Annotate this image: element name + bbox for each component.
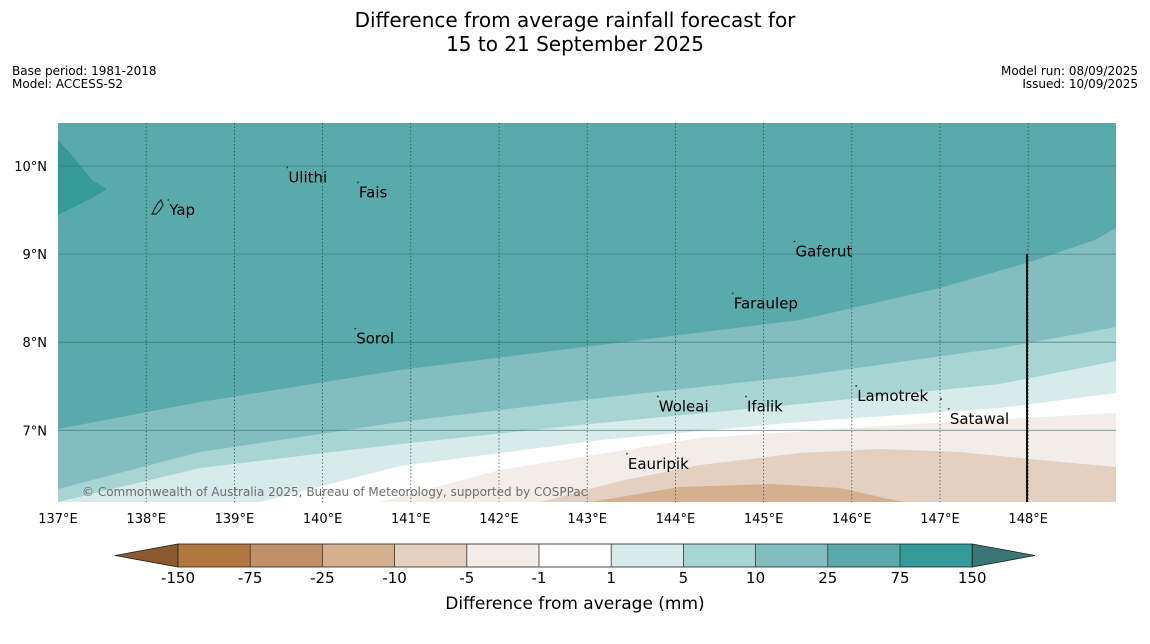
- colorbar-extend-high: [971, 543, 1036, 568]
- lon-tick-label: 137°E: [38, 512, 78, 527]
- place-marker: [167, 199, 170, 201]
- place-marker: [656, 395, 659, 398]
- colorbar-label: Difference from average (mm): [445, 594, 705, 614]
- colorbar-tick-label: -150: [161, 569, 195, 587]
- place-label: Yap: [168, 201, 195, 219]
- place-marker: [745, 395, 747, 398]
- colorbar-tick-label: -1: [532, 569, 547, 587]
- model-text: Model: ACCESS-S2: [12, 77, 124, 91]
- lat-tick-label: 7°N: [23, 424, 48, 439]
- place-marker: [625, 452, 628, 455]
- band-minus25-minus10: [590, 484, 905, 502]
- map-title: Difference from average rainfall forecas…: [0, 8, 1150, 56]
- colorbar-segment: [683, 544, 756, 567]
- lon-tick-label: 146°E: [832, 512, 872, 527]
- place-marker: [356, 181, 359, 184]
- colorbar-tick-label: -75: [238, 569, 263, 587]
- place-marker: [793, 240, 796, 243]
- model-run-text: Model run: 08/09/2025: [1000, 64, 1138, 78]
- place-label: Satawal: [950, 410, 1009, 428]
- gridlines: [58, 123, 1116, 502]
- colorbar-extend-low: [114, 543, 179, 568]
- lon-tick-label: 141°E: [391, 512, 431, 527]
- colorbar-tick-label: -25: [310, 569, 335, 587]
- small-islet-dot: [940, 398, 942, 400]
- lon-tick-label: 143°E: [567, 512, 607, 527]
- lon-tick-label: 140°E: [303, 512, 343, 527]
- colorbar-tick-label: -5: [459, 569, 474, 587]
- colorbar-segment: [611, 544, 684, 567]
- lat-tick-label: 10°N: [14, 160, 47, 175]
- lon-tick-label: 138°E: [126, 512, 166, 527]
- place-label: Gaferut: [795, 242, 852, 260]
- colorbar-segment: [394, 544, 468, 567]
- colorbar-tick-label: 150: [958, 569, 987, 587]
- place-label: Ulithi: [288, 168, 327, 186]
- lon-tick-label: 145°E: [744, 512, 784, 527]
- place-label: Woleai: [659, 398, 709, 416]
- colorbar-tick-label: 75: [890, 569, 909, 587]
- yap-island-outline: [151, 198, 164, 215]
- lon-tick-label: 147°E: [920, 512, 960, 527]
- colorbar-segment: [250, 544, 323, 567]
- place-label: Lamotrek: [857, 387, 928, 405]
- lat-tick-label: 8°N: [23, 336, 48, 351]
- place-label: Fais: [359, 183, 388, 201]
- colorbar-tick-label: 25: [818, 569, 837, 587]
- place-label: Sorol: [356, 330, 394, 348]
- lon-tick-labels: 137°E 138°E 139°E 140°E 141°E 142°E 143°E 144°E…: [38, 512, 1048, 527]
- colorbar-tick-label: 5: [679, 569, 689, 587]
- colorbar-tick-label: 1: [606, 569, 616, 587]
- place-marker: [855, 385, 858, 387]
- colorbar-segment: [322, 544, 395, 567]
- place-label: Eauripik: [628, 455, 689, 473]
- colorbar-tick-label: -10: [382, 569, 407, 587]
- colorbar: -150 -75 -25 -10 -5 -1 1 5 10 25 75 150: [114, 543, 1036, 587]
- place-marker: [947, 407, 950, 410]
- colorbar-tick-label: 10: [746, 569, 765, 587]
- colorbar-segment: [178, 544, 251, 567]
- place-marker: [286, 166, 289, 169]
- colorbar-outline: [177, 543, 973, 568]
- colorbar-segment: [755, 544, 829, 567]
- lat-tick-labels: 10°N 9°N 8°N 7°N: [14, 160, 47, 439]
- colorbar-segment: [900, 544, 973, 567]
- issued-text: Issued: 10/09/2025: [1022, 77, 1138, 91]
- title-line-1: Difference from average rainfall forecas…: [354, 8, 796, 32]
- meta-left: Base period: 1981-2018 Model: ACCESS-S2: [12, 65, 157, 91]
- meta-right: Model run: 08/09/2025 Issued: 10/09/2025: [1001, 65, 1138, 91]
- place-marker: [731, 292, 734, 295]
- place-label: Faraulep: [734, 294, 798, 312]
- title-line-2: 15 to 21 September 2025: [446, 32, 704, 56]
- colorbar-segment: [466, 544, 540, 567]
- copyright-text: © Commonwealth of Australia 2025, Bureau…: [82, 485, 587, 499]
- place-labels: Yap Ulithi Fais Gaferut Faraulep Sorol Woleai I…: [167, 166, 1009, 473]
- place-label: Ifalik: [747, 398, 783, 416]
- lat-tick-label: 9°N: [23, 248, 48, 263]
- lon-tick-label: 148°E: [1008, 512, 1048, 527]
- colorbar-segment: [539, 544, 612, 567]
- lon-tick-label: 139°E: [215, 512, 255, 527]
- colorbar-segment: [827, 544, 901, 567]
- place-marker: [354, 327, 357, 330]
- base-period-text: Base period: 1981-2018: [12, 64, 157, 78]
- lon-tick-label: 142°E: [479, 512, 519, 527]
- band-75-150: [58, 140, 107, 215]
- lon-tick-label: 144°E: [656, 512, 696, 527]
